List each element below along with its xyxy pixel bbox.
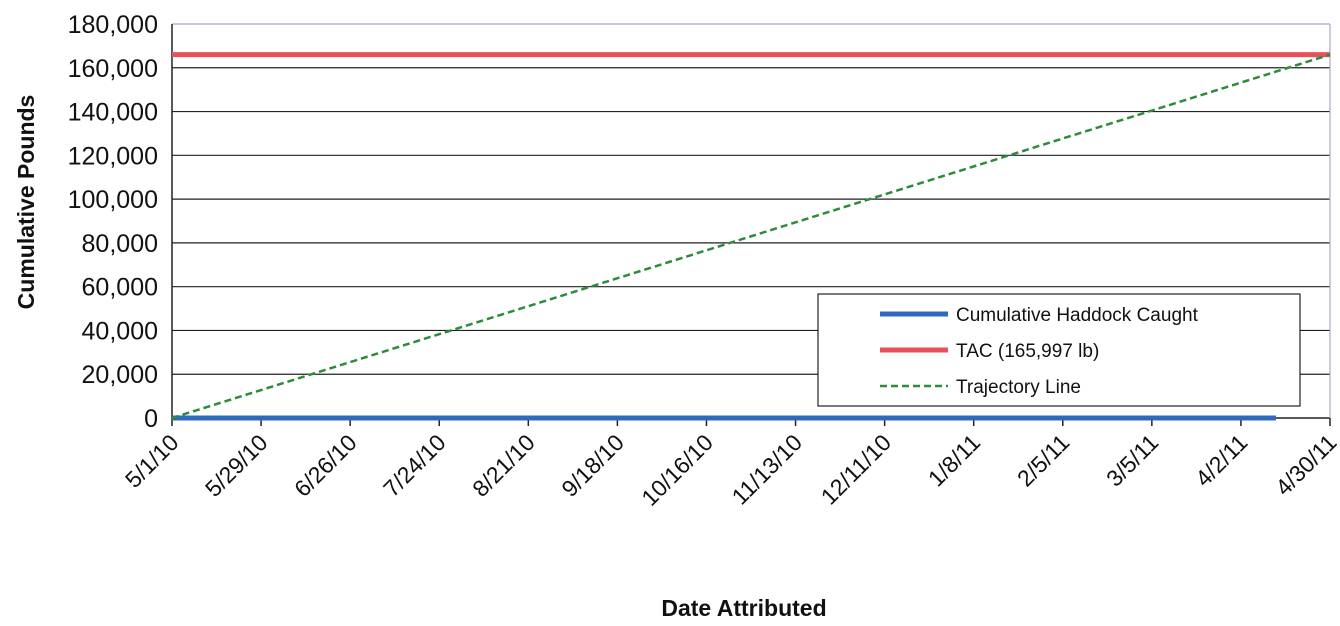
- x-tick-label: 2/5/11: [1012, 429, 1074, 491]
- y-tick-label: 180,000: [68, 11, 158, 39]
- y-axis-title: Cumulative Pounds: [13, 95, 39, 310]
- x-tick-label: 3/5/11: [1101, 429, 1163, 491]
- y-tick-label: 120,000: [68, 142, 158, 170]
- x-tick-label: 4/2/11: [1190, 429, 1252, 491]
- x-tick-label: 5/29/10: [200, 429, 273, 502]
- x-tick-label: 9/18/10: [556, 429, 629, 502]
- x-tick-label: 6/26/10: [289, 429, 362, 502]
- legend-label-trajectory-line: Trajectory Line: [956, 377, 1081, 398]
- y-axis-ticks: 0 20,000 40,000 60,000 80,000 100,000 120,000 1…: [68, 11, 158, 433]
- legend-label-cumulative-haddock-caught: Cumulative Haddock Caught: [956, 305, 1199, 326]
- x-tick-label: 1/8/11: [923, 429, 985, 491]
- x-tick-label: 12/11/10: [816, 429, 896, 509]
- x-tick-label: 8/21/10: [467, 429, 540, 502]
- y-tick-label: 80,000: [82, 230, 158, 258]
- series-lines: [171, 52, 1331, 421]
- x-axis-ticks: 5/1/10 5/29/10 6/26/10 7/24/10 8/21/10 9/18/1…: [120, 418, 1340, 511]
- y-tick-label: 160,000: [68, 55, 158, 83]
- legend: Cumulative Haddock Caught TAC (165,997 lb…: [817, 293, 1301, 407]
- y-tick-label: 100,000: [68, 186, 158, 214]
- x-tick-label: 7/24/10: [378, 429, 451, 502]
- y-tick-label: 140,000: [68, 99, 158, 127]
- series-line-trajectory-line: [171, 53, 1331, 420]
- legend-label-tac-165-997-lb: TAC (165,997 lb): [956, 341, 1099, 362]
- y-tick-label: 40,000: [82, 317, 158, 345]
- y-tick-label: 0: [144, 405, 158, 433]
- x-tick-label: 5/1/10: [120, 429, 184, 493]
- gridlines: [172, 23, 1330, 375]
- x-tick-label: 4/30/11: [1270, 429, 1340, 500]
- y-tick-label: 60,000: [82, 274, 158, 302]
- x-tick-label: 10/16/10: [636, 429, 718, 511]
- x-tick-label: 11/13/10: [727, 429, 807, 509]
- x-axis-title: Date Attributed: [661, 595, 826, 621]
- y-tick-label: 20,000: [82, 361, 158, 389]
